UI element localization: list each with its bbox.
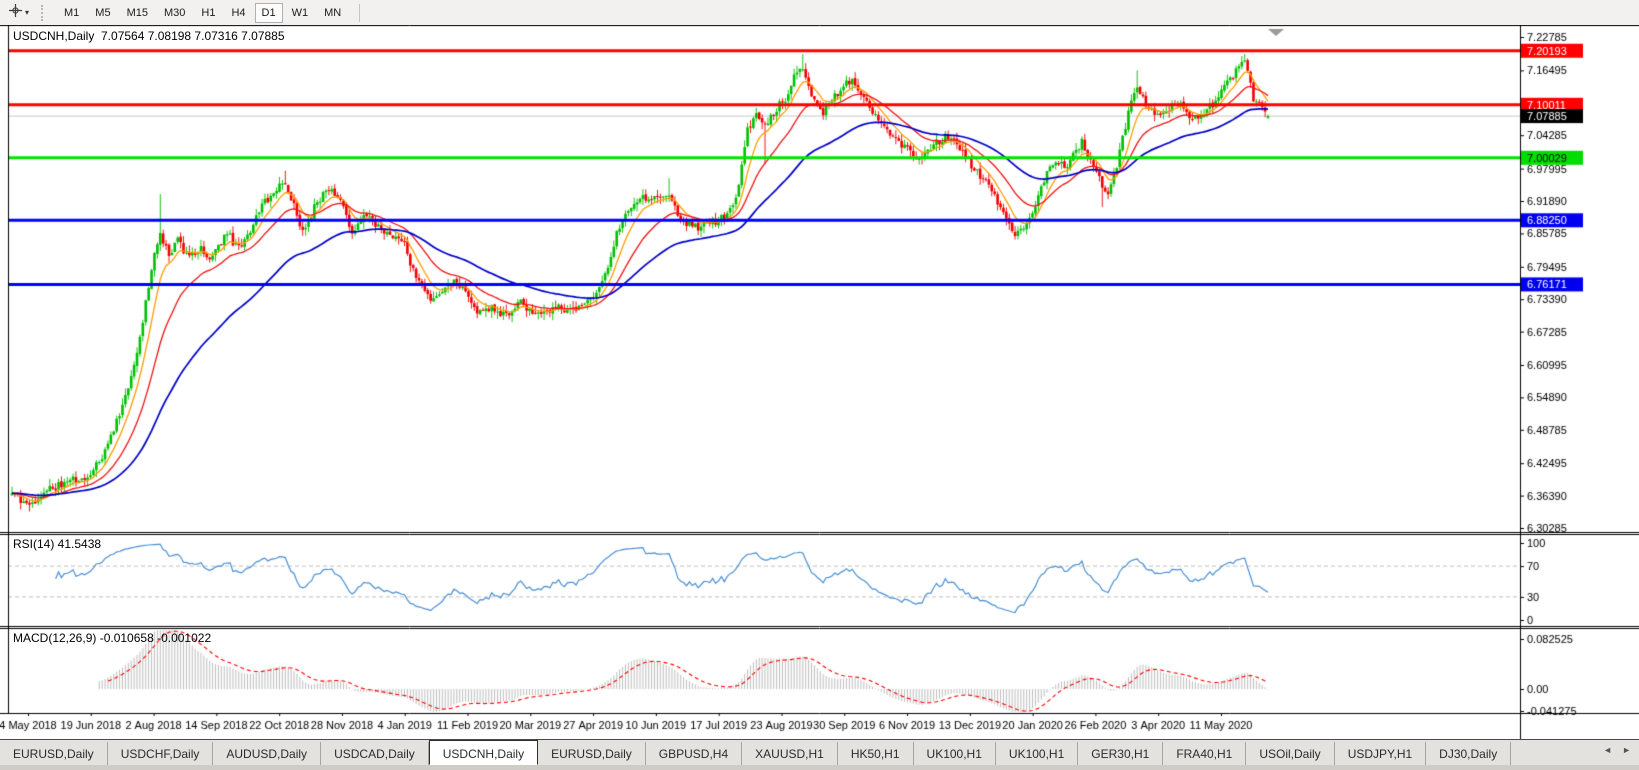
chart-tab-usoil-daily[interactable]: USOil,Daily — [1246, 742, 1335, 765]
chart-tabs: EURUSD,Daily USDCHF,Daily AUDUSD,Daily USDC… — [0, 740, 1512, 765]
timeframe-button-m15[interactable]: M15 — [126, 6, 148, 19]
tab-scroll-right-icon[interactable]: ► — [1622, 745, 1631, 755]
chart-tab-dj30-daily[interactable]: DJ30,Daily — [1426, 742, 1512, 765]
timeframe-button-m30[interactable]: M30 — [163, 6, 186, 19]
chart-tab-uk100-h1[interactable]: UK100,H1 — [914, 742, 996, 765]
timeframe-button-m5[interactable]: M5 — [95, 6, 111, 19]
chart-tab-usdchf-daily[interactable]: USDCHF,Daily — [108, 742, 214, 765]
chevron-down-icon[interactable]: ▾ — [25, 7, 30, 17]
crosshair-icon — [8, 3, 23, 23]
toolbar-divider — [359, 3, 361, 22]
chart-tab-xauusd-h1[interactable]: XAUUSD,H1 — [742, 742, 838, 765]
timeframe-button-h1[interactable]: H1 — [201, 6, 216, 19]
chart-tabs-bar: EURUSD,Daily USDCHF,Daily AUDUSD,Daily USDC… — [0, 739, 1639, 765]
price-chart-canvas[interactable] — [0, 25, 1639, 739]
chart-tab-eurusd-daily[interactable]: EURUSD,Daily — [0, 742, 108, 765]
timeframe-button-mn[interactable]: MN — [324, 6, 342, 19]
crosshair-tool-button[interactable]: ▾ — [4, 0, 33, 26]
chart-tab-usdcad-daily[interactable]: USDCAD,Daily — [321, 742, 429, 765]
top-toolbar: ▾ M1 M5 M15 M30 H1 H4 D1 W1 MN — [0, 0, 1639, 25]
chart-window[interactable]: USDCNH,Daily 7.07564 7.08198 7.07316 7.0… — [0, 25, 1639, 739]
timeframe-buttons: M1 M5 M15 M30 H1 H4 D1 W1 MN — [56, 2, 349, 23]
timeframe-button-d1[interactable]: D1 — [254, 2, 283, 23]
chart-tab-usdjpy-h1[interactable]: USDJPY,H1 — [1335, 742, 1427, 765]
chart-tab-usdcnh-daily[interactable]: USDCNH,Daily — [428, 740, 539, 765]
chart-tab-uk100-h1[interactable]: UK100,H1 — [996, 742, 1079, 765]
timeframe-button-w1[interactable]: W1 — [291, 6, 309, 19]
chart-tab-hk50-h1[interactable]: HK50,H1 — [838, 742, 914, 765]
chart-tab-ger30-h1[interactable]: GER30,H1 — [1078, 742, 1164, 765]
chart-tab-audusd-daily[interactable]: AUDUSD,Daily — [213, 742, 322, 765]
tab-scroll-left-icon[interactable]: ◄ — [1603, 745, 1613, 755]
timeframe-button-m1[interactable]: M1 — [64, 6, 80, 19]
chart-tab-fra40-h1[interactable]: FRA40,H1 — [1163, 742, 1247, 765]
chart-tab-gbpusd-h4[interactable]: GBPUSD,H4 — [646, 742, 743, 765]
tab-scroll-arrows: ◄ ► — [1603, 746, 1631, 755]
status-strip — [0, 765, 1639, 770]
timeframe-button-h4[interactable]: H4 — [231, 6, 246, 19]
chart-tab-eurusd-daily[interactable]: EURUSD,Daily — [538, 742, 646, 765]
toolbar-grip[interactable] — [41, 4, 46, 21]
